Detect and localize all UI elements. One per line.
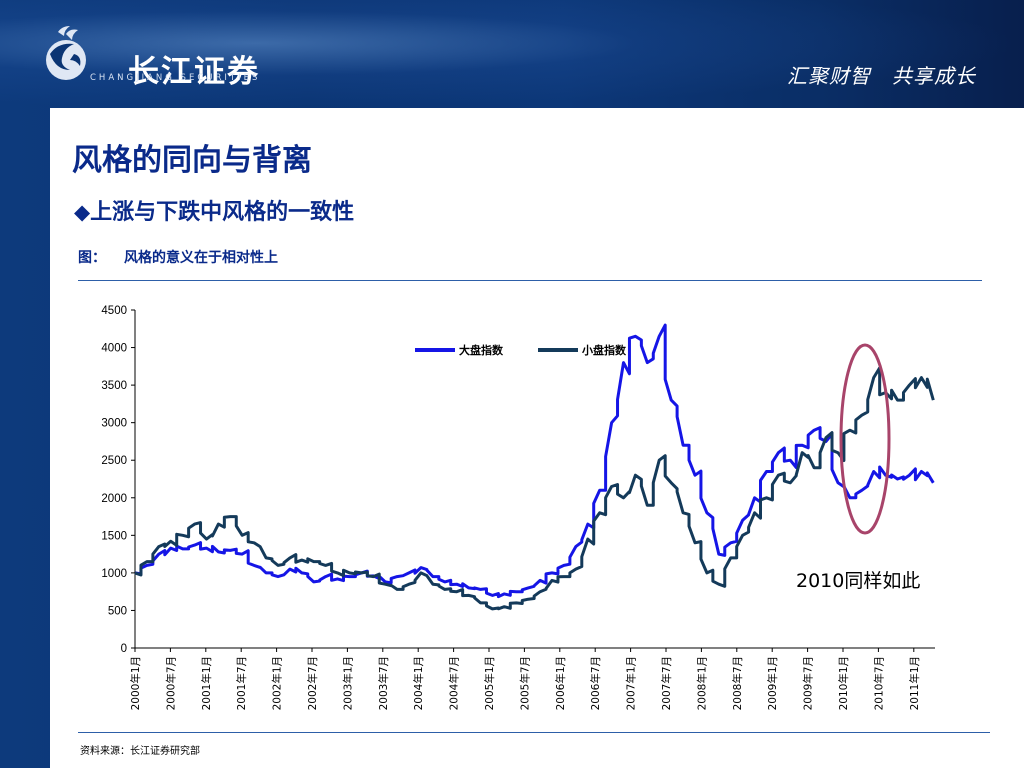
bullet-diamond-icon: ◆ <box>74 200 91 224</box>
y-axis: 4500 4000 3500 3000 2500 2000 1500 1000 500 0 <box>101 305 136 655</box>
y-tick-label: 3000 <box>101 418 127 430</box>
x-tick-label: 2006年1月 <box>554 656 567 710</box>
x-tick-label: 2003年1月 <box>341 656 354 710</box>
x-tick-label: 2005年1月 <box>483 656 496 710</box>
x-tick-label: 2001年7月 <box>235 656 248 710</box>
x-tick-label: 2000年7月 <box>164 656 177 710</box>
x-tick-label: 2000年1月 <box>129 656 142 710</box>
figure-caption: 风格的意义在于相对性上 <box>124 250 278 266</box>
y-tick-label: 2500 <box>101 455 127 467</box>
y-tick-label: 0 <box>121 643 127 655</box>
legend-label: 大盘指数 <box>459 343 504 357</box>
x-tick-label: 2009年7月 <box>802 656 815 710</box>
x-tick-label: 2007年7月 <box>660 656 673 710</box>
x-tick-label: 2006年7月 <box>589 656 602 710</box>
x-tick-label: 2008年1月 <box>695 656 708 710</box>
company-logo: 长江证券 <box>40 24 280 90</box>
y-tick-label: 1500 <box>101 530 127 542</box>
chart-annotation: 2010同样如此 <box>796 343 920 592</box>
figure-label: 图： 风格的意义在于相对性上 <box>78 247 278 267</box>
slide-title: 风格的同向与背离 <box>72 143 312 178</box>
y-tick-label: 4000 <box>101 343 127 355</box>
content-panel <box>50 108 1024 768</box>
x-axis: 2000年1月 2000年7月 2001年1月 2001年7月 2002年1月 2002年… <box>129 647 935 710</box>
x-tick-label: 2011年1月 <box>908 656 921 710</box>
logo-emblem-icon <box>46 26 86 80</box>
bullet-text: 上涨与下跌中风格的一致性 <box>90 199 355 225</box>
source-note: 资料来源：长江证券研究部 <box>80 746 200 757</box>
x-tick-label: 2007年1月 <box>625 656 638 710</box>
x-tick-label: 2004年7月 <box>448 656 461 710</box>
x-tick-label: 2001年1月 <box>200 656 213 710</box>
y-tick-label: 2000 <box>101 493 127 505</box>
x-tick-label: 2004年1月 <box>412 656 425 710</box>
x-tick-label: 2008年7月 <box>731 656 744 710</box>
x-tick-label: 2010年7月 <box>872 656 885 710</box>
y-tick-label: 500 <box>108 605 127 617</box>
y-tick-label: 1000 <box>101 568 127 580</box>
bullet-point: ◆上涨与下跌中风格的一致性 <box>74 194 354 226</box>
divider-top <box>78 280 982 281</box>
logo-english-text: CHANGJIANG SECURITIES <box>90 73 261 83</box>
series-line-large-cap <box>134 323 935 599</box>
series-line-small-cap <box>134 366 935 611</box>
x-tick-label: 2002年7月 <box>306 656 319 710</box>
annotation-text: 2010同样如此 <box>796 570 920 592</box>
index-line-chart: 4500 4000 3500 3000 2500 2000 1500 1000 500 0 200… <box>101 305 935 710</box>
figure-prefix: 图： <box>78 250 106 266</box>
x-tick-label: 2010年1月 <box>837 656 850 710</box>
x-tick-label: 2002年1月 <box>271 656 284 710</box>
x-tick-label: 2003年7月 <box>377 656 390 710</box>
chart-legend: 大盘指数 小盘指数 <box>415 343 627 357</box>
x-tick-label: 2005年7月 <box>518 656 531 710</box>
y-tick-label: 3500 <box>101 380 127 392</box>
header-band <box>0 0 1024 108</box>
highlight-circle <box>839 343 891 535</box>
legend-label: 小盘指数 <box>581 343 627 357</box>
divider-bottom <box>78 732 990 733</box>
y-tick-label: 4500 <box>101 305 127 317</box>
logo-chinese-text: 长江证券 <box>128 54 260 90</box>
x-tick-label: 2009年1月 <box>766 656 779 710</box>
slogan: 汇聚财智 共享成长 <box>787 64 976 88</box>
chart-series <box>134 323 935 611</box>
